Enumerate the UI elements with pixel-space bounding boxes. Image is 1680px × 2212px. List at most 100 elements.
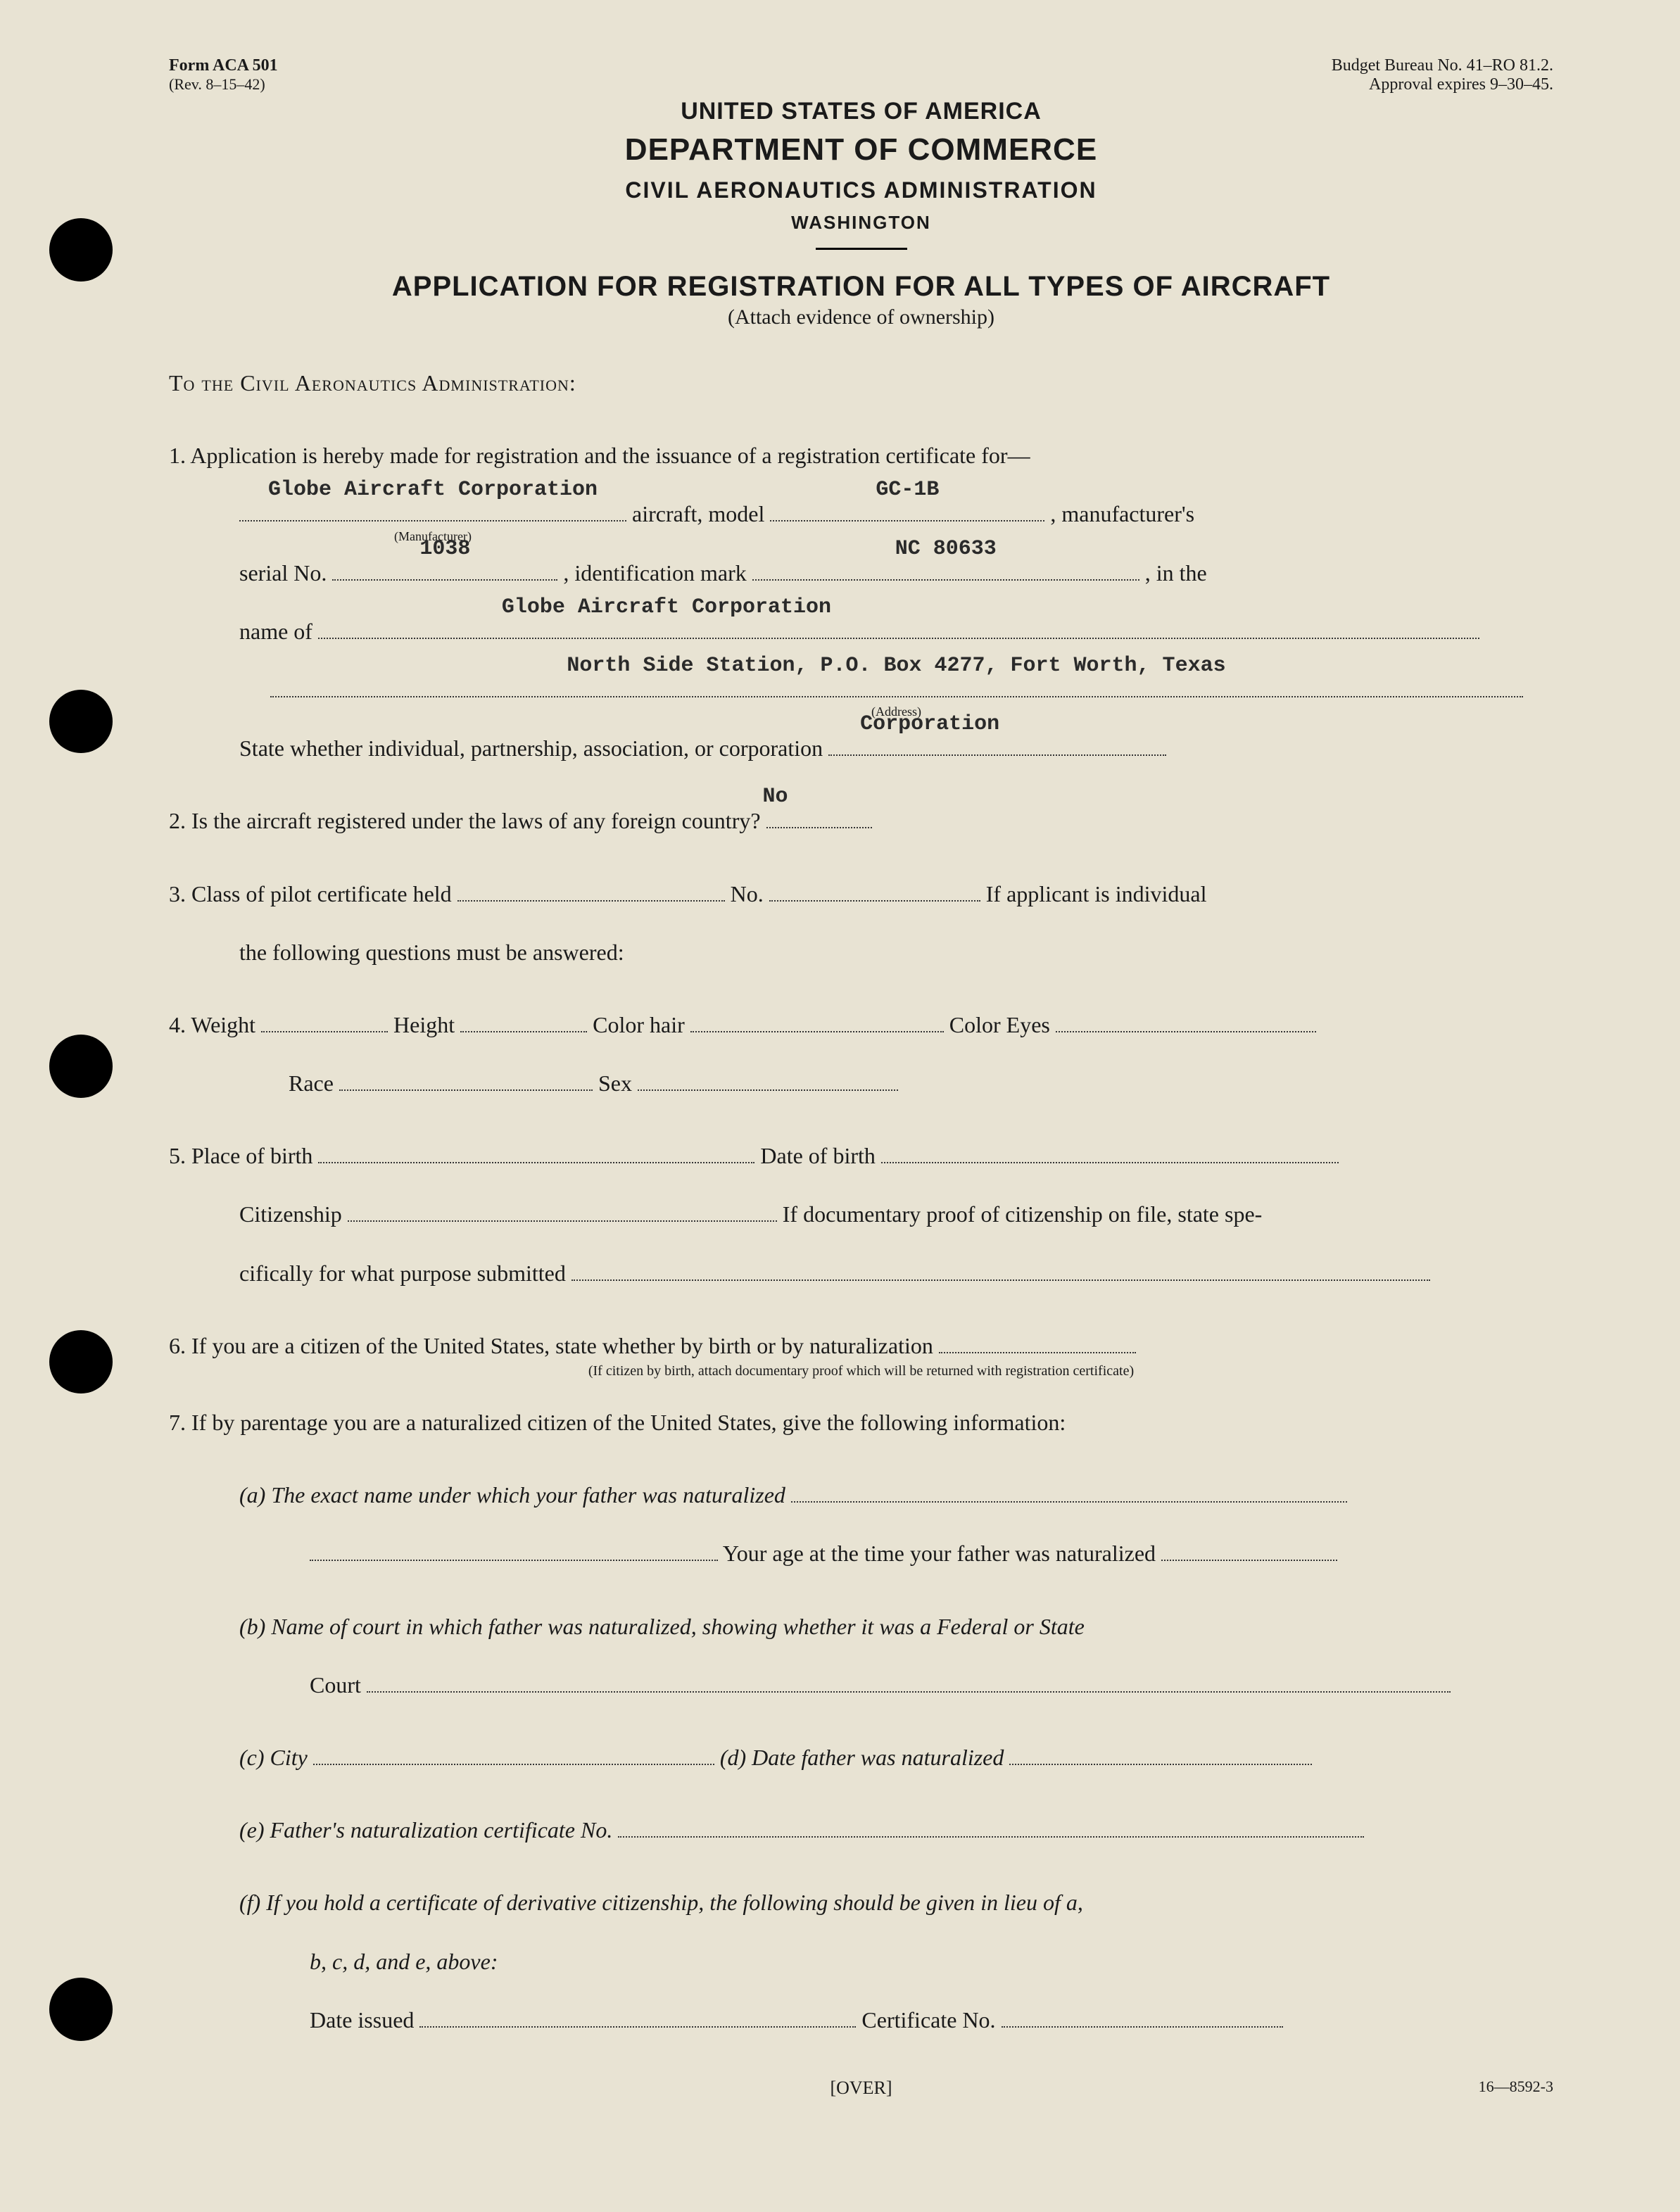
item-4-height: Height [393,1012,460,1037]
serial-value: 1038 [419,522,470,576]
derivcertno-field[interactable] [1002,2003,1283,2028]
item-5: 5. Place of birth Date of birth [169,1127,1553,1185]
serial-field[interactable]: 1038 [332,555,557,580]
txt-if-applicant: If applicant is individual [986,881,1207,906]
foreign-field[interactable]: No [766,804,872,828]
country-heading: UNITED STATES OF AMERICA [169,98,1553,125]
ident-field[interactable]: NC 80633 [752,555,1139,580]
item-4-sex: Sex [598,1070,632,1096]
item-7b: (b) Name of court in which father was na… [239,1598,1553,1714]
item-7cd: (c) City (d) Date father was naturalized [239,1728,1553,1787]
item-7f-text: (f) If you hold a certificate of derivat… [239,1890,1083,1915]
item-3: 3. Class of pilot certificate held No. I… [169,865,1553,923]
form-number-main: Form ACA 501 [169,56,278,75]
race-field[interactable] [339,1066,593,1091]
owner-value: Globe Aircraft Corporation [502,580,831,635]
age-field[interactable] [1161,1536,1337,1561]
model-field[interactable]: GC-1B [770,497,1044,522]
purpose-field[interactable] [571,1256,1430,1280]
item-5-citizenship: Citizenship [239,1201,348,1227]
item-5-docproof: If documentary proof of citizenship on f… [783,1201,1263,1227]
orgtype-value: Corporation [860,697,999,752]
item-3-lead: 3. Class of pilot certificate held [169,881,457,906]
father-name-field[interactable] [791,1478,1347,1503]
father-name-field-2[interactable] [310,1536,718,1561]
item-4-line2: Race Sex [169,1054,1553,1113]
item-5-purpose: cifically for what purpose submitted [239,1260,571,1286]
citizenship-field[interactable] [348,1197,777,1222]
natdate-field[interactable] [1009,1740,1312,1765]
form-page: Form ACA 501 (Rev. 8–15–42) Budget Burea… [0,0,1680,2141]
administration-heading: CIVIL AERONAUTICS ADMINISTRATION [169,177,1553,203]
owner-field[interactable]: Globe Aircraft Corporation [318,614,1479,639]
city-field[interactable] [313,1740,714,1765]
item-7c-text: (c) City [239,1745,313,1770]
sex-field[interactable] [638,1066,898,1091]
item-2-text: 2. Is the aircraft registered under the … [169,808,766,833]
certno-field[interactable] [618,1813,1364,1838]
form-body: To the Civil Aeronautics Administration:… [169,354,1553,2049]
item-7b-text: (b) Name of court in which father was na… [239,1614,1085,1639]
item-7f2-text: b, c, d, and e, above: [310,1949,498,1974]
salutation: To the Civil Aeronautics Administration: [169,354,1553,412]
dateissued-field[interactable] [419,2003,856,2028]
manufacturer-field[interactable]: Globe Aircraft Corporation [239,497,626,522]
pilotclass-field[interactable] [457,876,725,901]
item-7f-date: Date issued [310,2007,419,2033]
item-6-text: 6. If you are a citizen of the United St… [169,1333,939,1358]
court-field[interactable] [367,1668,1451,1693]
item-3-line2: the following questions must be answered… [169,923,1553,982]
form-revision: (Rev. 8–15–42) [169,75,278,94]
orgtype-field[interactable]: Corporation [828,731,1166,756]
model-value: GC-1B [876,462,939,517]
txt-nameof: name of [239,619,318,644]
txt-serial: serial No. [239,560,332,586]
item-4-race: Race [289,1070,339,1096]
form-code: 16—8592-3 [1413,2078,1553,2099]
item-5-pob: 5. Place of birth [169,1143,318,1168]
height-field[interactable] [460,1008,587,1032]
eyes-field[interactable] [1056,1008,1316,1032]
item-7d-text: (d) Date father was naturalized [720,1745,1010,1770]
birthnat-field[interactable] [939,1329,1136,1353]
attach-note: (Attach evidence of ownership) [169,305,1553,329]
weight-field[interactable] [261,1008,388,1032]
budget-bureau-no: Budget Bureau No. 41–RO 81.2. [1332,56,1553,75]
pob-field[interactable] [318,1139,754,1163]
item-3-cont: the following questions must be answered… [239,940,624,965]
approval-expires: Approval expires 9–30–45. [1332,75,1553,94]
item-7a-text: (a) The exact name under which your fath… [239,1482,791,1508]
header-rule [816,248,907,250]
txt-manufacturers: , manufacturer's [1050,501,1194,526]
item-7e-text: (e) Father's naturalization certificate … [239,1817,618,1843]
hair-field[interactable] [690,1008,944,1032]
item-4: 4. Weight Height Color hair Color Eyes [169,996,1553,1054]
txt-no: No. [731,881,769,906]
header-top-row: Form ACA 501 (Rev. 8–15–42) Budget Burea… [169,56,1553,94]
item-4-weight: 4. Weight [169,1012,261,1037]
budget-info: Budget Bureau No. 41–RO 81.2. Approval e… [1332,56,1553,94]
city-heading: WASHINGTON [169,212,1553,234]
txt-inthe: , in the [1145,560,1207,586]
pilotno-field[interactable] [769,876,980,901]
item-4-eyes: Color Eyes [949,1012,1056,1037]
item-5-line3: cifically for what purpose submitted [169,1244,1553,1303]
item-7f: (f) If you hold a certificate of derivat… [239,1873,1553,2049]
item-7a2-text: Your age at the time your father was nat… [723,1541,1161,1566]
header-center: UNITED STATES OF AMERICA DEPARTMENT OF C… [169,98,1553,329]
item-7e: (e) Father's naturalization certificate … [239,1801,1553,1859]
over-label: [OVER] [310,2078,1413,2099]
item-4-hair: Color hair [593,1012,690,1037]
item-5-line2: Citizenship If documentary proof of citi… [169,1185,1553,1244]
address-field[interactable]: North Side Station, P.O. Box 4277, Fort … [270,673,1523,697]
item-2: 2. Is the aircraft registered under the … [169,792,1553,850]
application-title: APPLICATION FOR REGISTRATION FOR ALL TYP… [169,271,1553,303]
item-1-body: Globe Aircraft Corporation (Manufacturer… [169,485,1553,778]
department-heading: DEPARTMENT OF COMMERCE [169,132,1553,168]
txt-state-whether: State whether individual, partnership, a… [239,735,828,761]
dob-field[interactable] [881,1139,1339,1163]
item-7a: (a) The exact name under which your fath… [239,1466,1553,1583]
item-7b2-text: Court [310,1672,367,1698]
txt-aircraft-model: aircraft, model [632,501,770,526]
footer: [OVER] 16—8592-3 [169,2078,1553,2099]
